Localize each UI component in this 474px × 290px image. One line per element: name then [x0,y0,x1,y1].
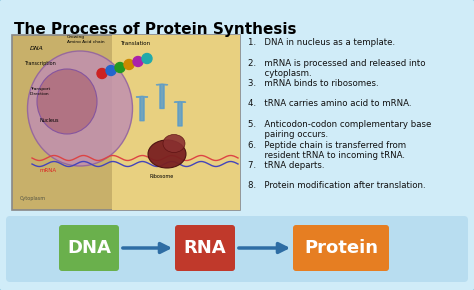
Text: Cytoplasm: Cytoplasm [20,196,46,201]
Text: Ribosome: Ribosome [150,175,174,180]
Text: DNA: DNA [30,46,44,51]
Ellipse shape [37,69,97,134]
Ellipse shape [27,51,133,166]
Text: Transport
Direction: Transport Direction [30,87,50,96]
FancyBboxPatch shape [175,225,235,271]
Text: Growing
Amino Acid chain: Growing Amino Acid chain [67,35,105,44]
FancyBboxPatch shape [293,225,389,271]
Ellipse shape [163,135,185,153]
Circle shape [142,53,152,64]
Text: mRNA: mRNA [40,168,57,173]
Ellipse shape [148,140,186,168]
Circle shape [97,68,107,79]
Text: 6.   Peptide chain is transferred from
      resident tRNA to incoming tRNA.: 6. Peptide chain is transferred from res… [248,140,406,160]
Circle shape [115,63,125,72]
Circle shape [106,66,116,75]
Text: RNA: RNA [184,239,226,257]
Text: 5.   Anticodon-codon complementary base
      pairing occurs.: 5. Anticodon-codon complementary base pa… [248,120,431,139]
Text: 4.   tRNA carries amino acid to mRNA.: 4. tRNA carries amino acid to mRNA. [248,99,411,108]
Circle shape [133,57,143,66]
FancyArrowPatch shape [137,96,147,121]
FancyArrowPatch shape [156,84,167,108]
FancyBboxPatch shape [112,35,240,210]
Text: 1.   DNA in nucleus as a template.: 1. DNA in nucleus as a template. [248,38,395,47]
Text: 2.   mRNA is processed and released into
      cytoplasm.: 2. mRNA is processed and released into c… [248,59,426,78]
Text: Transcription: Transcription [24,61,56,66]
FancyBboxPatch shape [59,225,119,271]
Text: Translation: Translation [120,41,150,46]
Text: 8.   Protein modification after translation.: 8. Protein modification after translatio… [248,182,426,191]
FancyBboxPatch shape [6,216,468,282]
Text: The Process of Protein Synthesis: The Process of Protein Synthesis [14,22,297,37]
Text: 7.   tRNA departs.: 7. tRNA departs. [248,161,325,170]
FancyBboxPatch shape [12,35,240,210]
Text: 3.   mRNA binds to ribosomes.: 3. mRNA binds to ribosomes. [248,79,379,88]
Text: Nucleus: Nucleus [40,119,60,124]
Circle shape [124,59,134,70]
Text: DNA: DNA [67,239,111,257]
Text: Protein: Protein [304,239,378,257]
FancyArrowPatch shape [174,102,185,126]
